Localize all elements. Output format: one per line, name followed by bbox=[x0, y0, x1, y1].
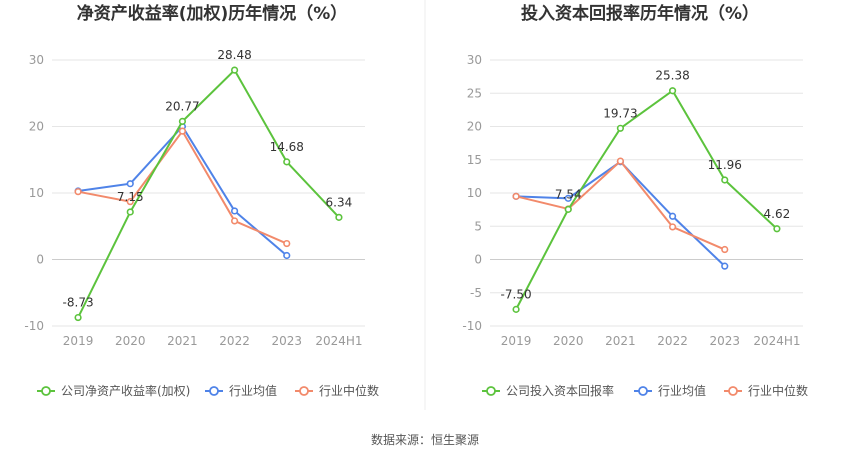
legend-label: 行业均值 bbox=[229, 383, 277, 398]
legend-swatch-marker bbox=[209, 386, 219, 396]
data-point bbox=[335, 213, 343, 221]
x-tick-label: 2020 bbox=[553, 334, 584, 348]
data-point bbox=[564, 194, 572, 202]
data-point bbox=[668, 87, 677, 95]
legend-swatch-marker bbox=[486, 386, 496, 396]
x-tick-label: 2021 bbox=[605, 334, 636, 348]
legend-label: 公司净资产收益率(加权) bbox=[61, 383, 190, 398]
y-tick-label: 5 bbox=[474, 219, 482, 233]
x-tick-label: 2022 bbox=[219, 334, 250, 348]
legend-label: 行业中位数 bbox=[319, 383, 379, 398]
data-label: 7.15 bbox=[117, 190, 144, 204]
data-label: -8.73 bbox=[63, 296, 94, 310]
data-point bbox=[178, 117, 187, 125]
x-tick-label: 2023 bbox=[709, 334, 740, 348]
y-tick-label: 0 bbox=[36, 253, 44, 267]
chart-title: 净资产收益率(加权)历年情况（%） bbox=[77, 3, 348, 24]
x-tick-label: 2021 bbox=[167, 334, 198, 348]
data-point bbox=[126, 198, 134, 206]
data-point bbox=[721, 176, 729, 184]
data-label: 14.68 bbox=[270, 140, 304, 154]
y-tick-label: 0 bbox=[474, 253, 482, 267]
data-label: 4.62 bbox=[764, 207, 791, 221]
y-tick-label: 30 bbox=[29, 53, 44, 67]
data-point bbox=[668, 223, 677, 231]
y-tick-label: 20 bbox=[467, 120, 482, 134]
legend-swatch-marker bbox=[638, 386, 648, 396]
legend-label: 行业中位数 bbox=[748, 383, 808, 398]
data-label: 25.38 bbox=[655, 69, 689, 83]
data-point bbox=[178, 127, 187, 135]
data-point bbox=[126, 180, 134, 188]
y-tick-label: -10 bbox=[462, 319, 482, 333]
x-tick-label: 2019 bbox=[501, 334, 532, 348]
data-label: -7.50 bbox=[501, 287, 532, 301]
data-point bbox=[616, 157, 625, 165]
data-point bbox=[512, 192, 520, 200]
data-point bbox=[230, 66, 239, 74]
data-point bbox=[721, 262, 729, 270]
y-tick-label: -10 bbox=[24, 319, 44, 333]
data-label: 6.34 bbox=[326, 195, 353, 209]
legend-label: 公司投入资本回报率 bbox=[506, 383, 614, 398]
data-point bbox=[616, 124, 625, 132]
data-label: 20.77 bbox=[165, 99, 199, 113]
data-point bbox=[283, 239, 291, 248]
series-line bbox=[515, 159, 726, 251]
legend-swatch-marker bbox=[41, 386, 51, 396]
y-tick-label: 30 bbox=[467, 53, 482, 67]
data-point bbox=[74, 313, 82, 322]
data-label: 28.48 bbox=[217, 48, 251, 62]
roic-chart-panel: 投入资本回报率历年情况（%） -10 -5 0 5 10 15 20 25 30 2019 2020 2… bbox=[462, 3, 808, 398]
x-tick-label: 2022 bbox=[657, 334, 688, 348]
series-line bbox=[77, 68, 340, 318]
x-tick-label: 2024H1 bbox=[315, 334, 362, 348]
data-point bbox=[230, 207, 239, 215]
legend-swatch-marker bbox=[299, 386, 309, 396]
x-tick-label: 2020 bbox=[115, 334, 146, 348]
y-tick-label: -5 bbox=[470, 286, 482, 300]
data-point bbox=[564, 205, 572, 213]
data-point bbox=[230, 217, 239, 225]
y-tick-label: 25 bbox=[467, 86, 482, 100]
data-source-note: 数据来源：恒生聚源 bbox=[370, 433, 479, 447]
y-tick-label: 10 bbox=[29, 186, 44, 200]
roe-chart-panel: 净资产收益率(加权)历年情况（%） -10 0 10 20 30 2019 2020 2021 2… bbox=[24, 3, 379, 398]
data-point bbox=[283, 251, 291, 260]
data-label: 7.54 bbox=[555, 187, 582, 201]
data-point bbox=[74, 188, 82, 196]
y-tick-label: 15 bbox=[467, 153, 482, 167]
data-label: 11.96 bbox=[708, 158, 742, 172]
y-tick-label: 20 bbox=[29, 120, 44, 134]
data-point bbox=[721, 245, 729, 254]
data-point bbox=[126, 208, 134, 216]
series-line bbox=[77, 124, 288, 257]
x-tick-label: 2019 bbox=[63, 334, 94, 348]
legend-label: 行业均值 bbox=[658, 383, 706, 398]
data-point bbox=[283, 158, 291, 166]
data-label: 19.73 bbox=[603, 106, 637, 120]
y-tick-label: 10 bbox=[467, 186, 482, 200]
data-point bbox=[512, 305, 520, 313]
x-tick-label: 2023 bbox=[271, 334, 302, 348]
series-line bbox=[515, 89, 778, 310]
chart-title: 投入资本回报率历年情况（%） bbox=[521, 3, 759, 24]
x-tick-label: 2024H1 bbox=[753, 334, 800, 348]
legend-swatch-marker bbox=[728, 386, 738, 396]
data-point bbox=[773, 225, 781, 233]
data-point bbox=[668, 212, 677, 220]
